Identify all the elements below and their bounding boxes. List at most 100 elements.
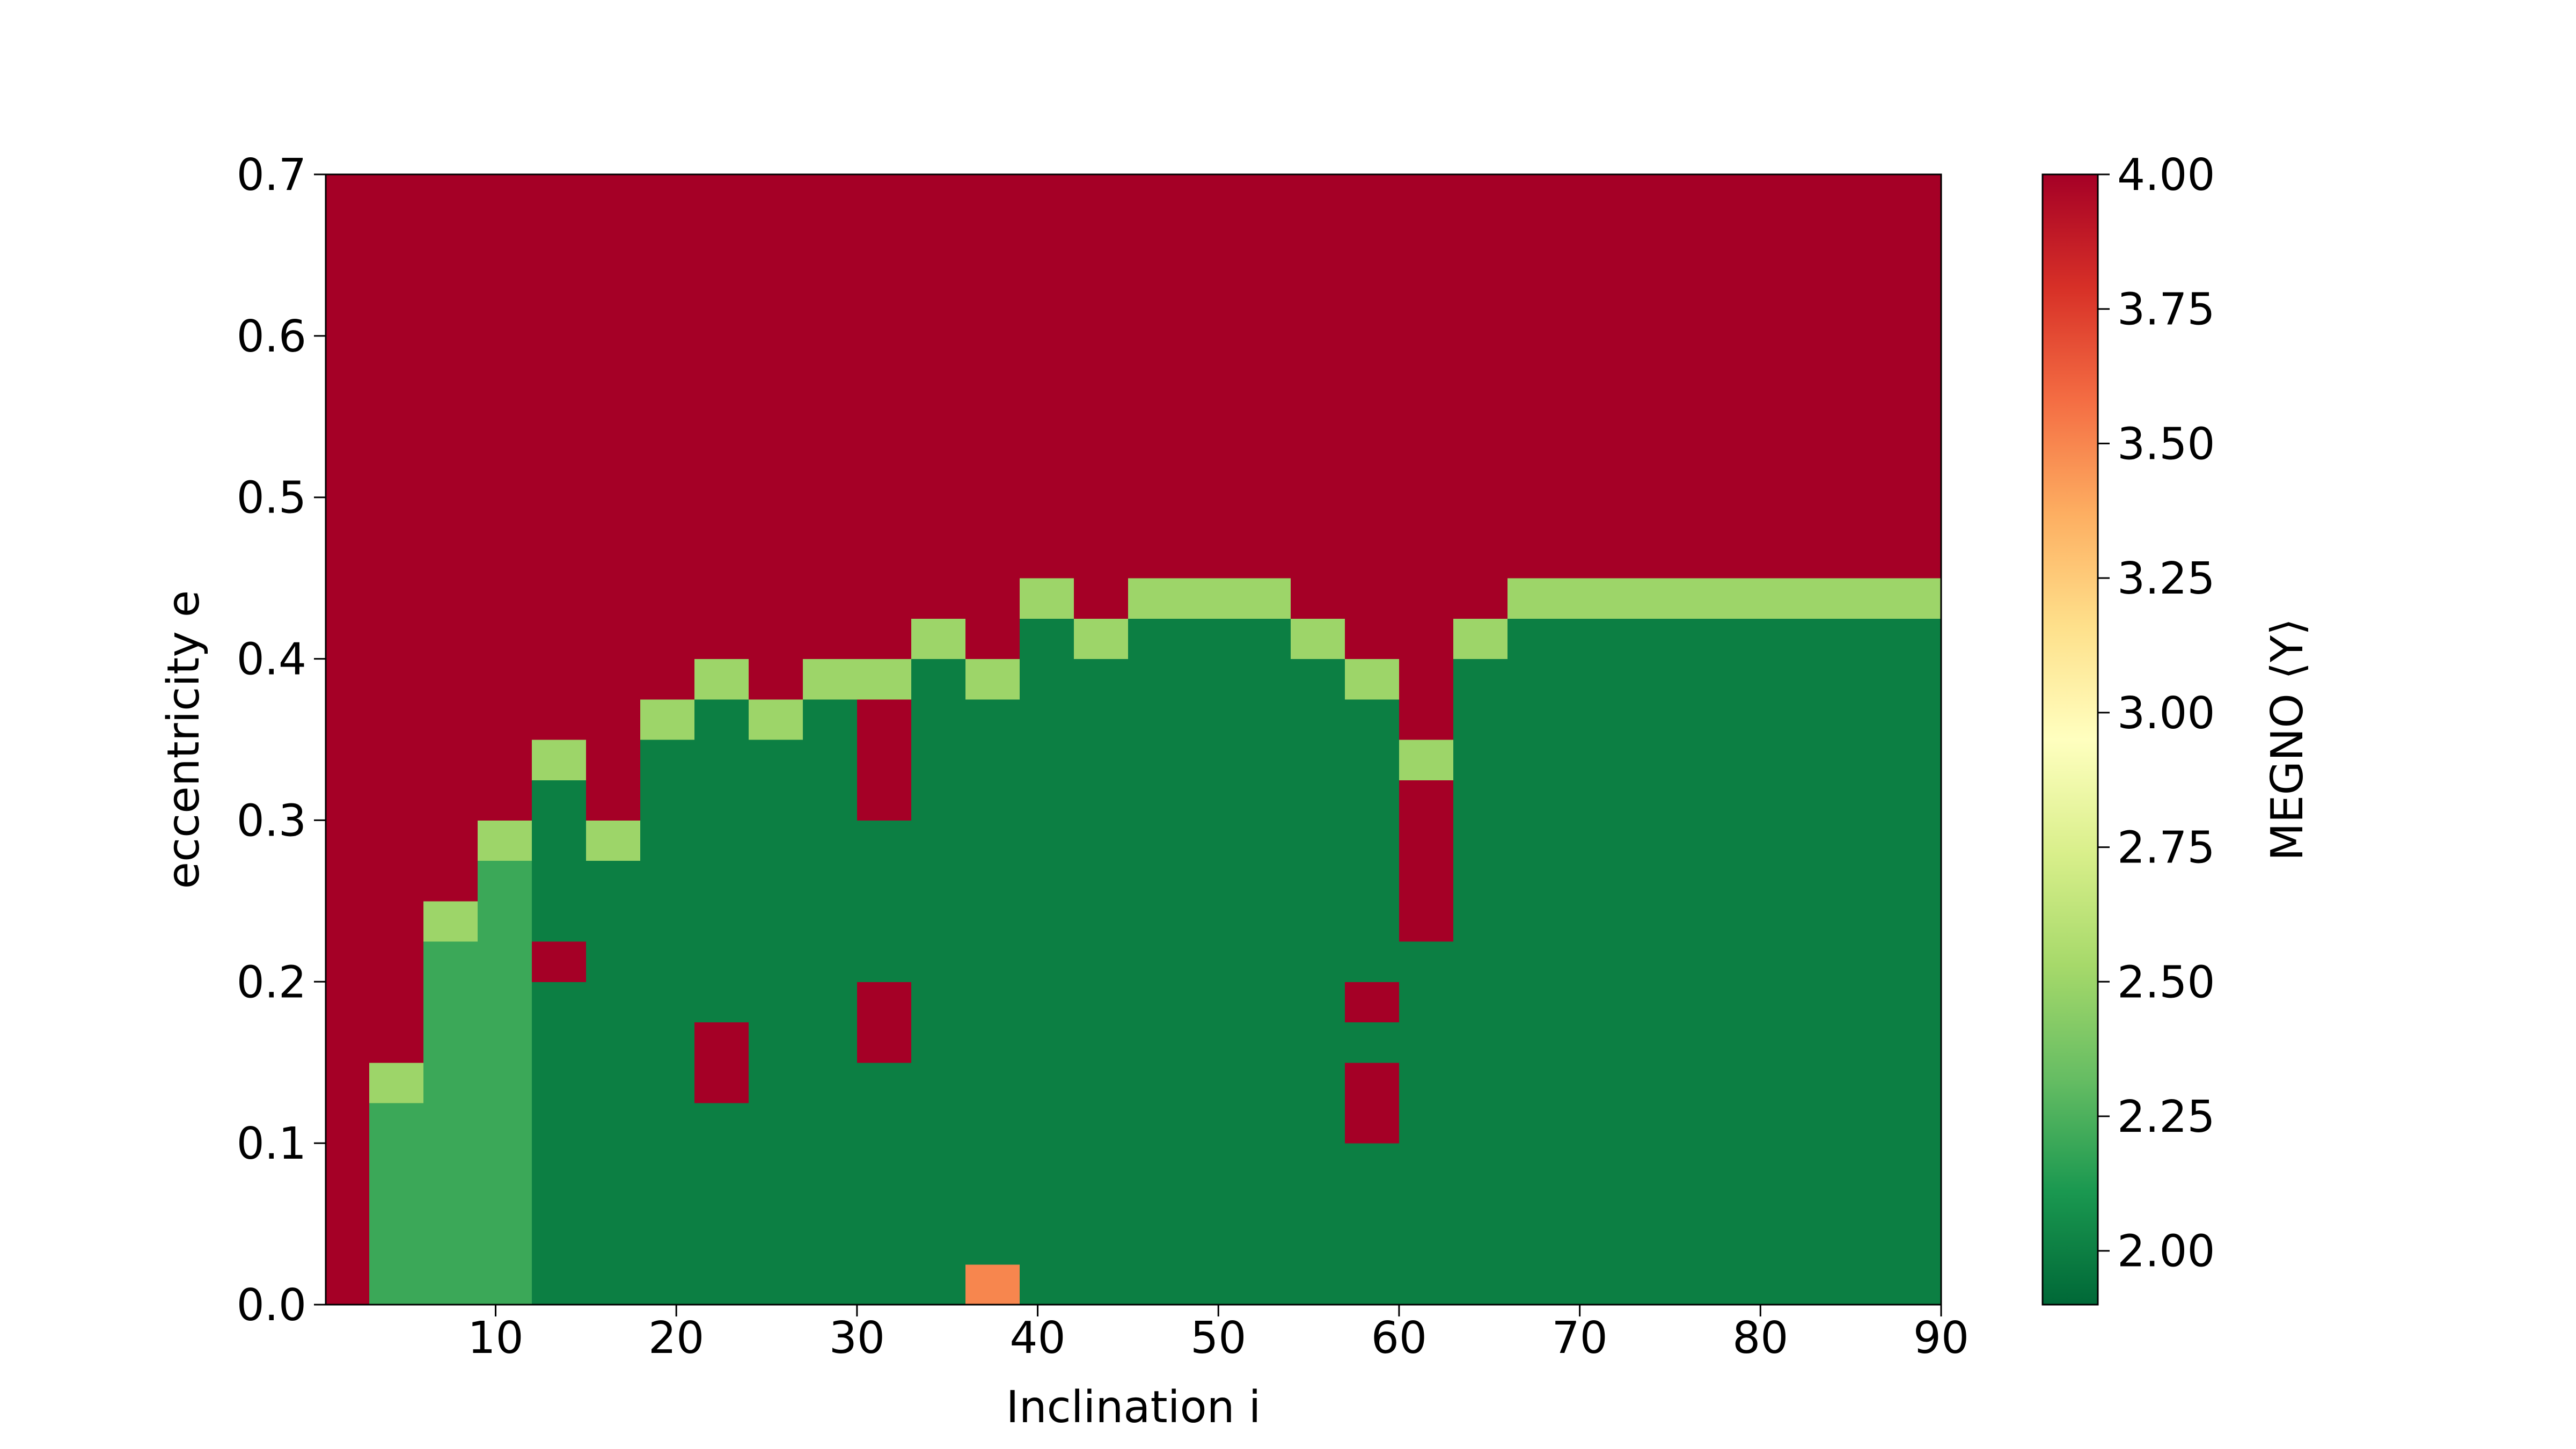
- heatmap-cell: [1290, 1102, 1345, 1144]
- heatmap-cell: [1073, 1183, 1129, 1225]
- heatmap-cell: [423, 215, 478, 256]
- heatmap-cell: [1236, 335, 1291, 377]
- heatmap-cell: [857, 820, 912, 861]
- heatmap-cell: [1670, 295, 1725, 336]
- heatmap-cell: [1073, 1143, 1129, 1184]
- heatmap-cell: [1399, 1102, 1454, 1144]
- heatmap-cell: [1399, 416, 1454, 458]
- heatmap-cell: [1724, 1143, 1779, 1184]
- heatmap-cell: [1290, 295, 1345, 336]
- heatmap-cell: [1453, 740, 1508, 780]
- heatmap-cell: [748, 1183, 803, 1225]
- heatmap-cell: [857, 537, 912, 579]
- heatmap-cell: [748, 1102, 803, 1144]
- heatmap-cell: [1615, 174, 1671, 215]
- heatmap-cell: [911, 740, 966, 780]
- heatmap-cell: [857, 255, 912, 296]
- heatmap-cell: [965, 255, 1020, 296]
- heatmap-cell: [1507, 537, 1562, 579]
- heatmap-cell: [1236, 699, 1291, 740]
- heatmap-cell: [1073, 982, 1129, 1023]
- heatmap-cell: [531, 941, 587, 982]
- heatmap-cell: [1615, 780, 1671, 821]
- heatmap-cell: [802, 1224, 858, 1265]
- heatmap-cell: [965, 699, 1020, 740]
- heatmap-cell: [1290, 578, 1345, 619]
- heatmap-cell: [1670, 215, 1725, 256]
- heatmap-cell: [423, 457, 478, 498]
- heatmap-cell: [531, 1224, 587, 1265]
- heatmap-cell: [1344, 982, 1400, 1023]
- heatmap-cell: [1128, 658, 1183, 700]
- heatmap-cell: [1778, 1224, 1833, 1265]
- heatmap-cell: [1778, 335, 1833, 377]
- heatmap-cell: [1507, 1143, 1562, 1184]
- heatmap-cell: [477, 740, 532, 780]
- heatmap-cell: [911, 699, 966, 740]
- heatmap-cell: [694, 618, 749, 660]
- heatmap-cell: [965, 820, 1020, 861]
- heatmap-cell: [586, 740, 641, 780]
- heatmap-cell: [423, 1102, 478, 1144]
- heatmap-cell: [748, 215, 803, 256]
- heatmap-cell: [965, 174, 1020, 215]
- heatmap-cell: [423, 699, 478, 740]
- heatmap-cell: [1128, 295, 1183, 336]
- heatmap-cell: [802, 578, 858, 619]
- heatmap-cell: [1724, 699, 1779, 740]
- heatmap-cell: [1344, 901, 1400, 942]
- heatmap-cell: [694, 1062, 749, 1103]
- heatmap-cell: [1670, 820, 1725, 861]
- heatmap-cell: [1073, 416, 1129, 458]
- heatmap-cell: [1778, 295, 1833, 336]
- heatmap-cell: [326, 376, 370, 417]
- heatmap-cell: [911, 780, 966, 821]
- heatmap-cell: [1073, 255, 1129, 296]
- heatmap-cell: [1236, 416, 1291, 458]
- heatmap-cell: [1670, 1143, 1725, 1184]
- heatmap-cell: [1073, 658, 1129, 700]
- heatmap-cell: [1236, 1224, 1291, 1265]
- heatmap-cell: [1236, 1183, 1291, 1225]
- heatmap-cell: [640, 780, 695, 821]
- heatmap-cell: [1670, 537, 1725, 579]
- heatmap-cell: [1344, 820, 1400, 861]
- heatmap-cell: [1344, 1183, 1400, 1225]
- heatmap-cell: [1290, 497, 1345, 538]
- heatmap-cell: [857, 295, 912, 336]
- heatmap-cell: [1507, 578, 1562, 619]
- heatmap-cell: [640, 1143, 695, 1184]
- heatmap-cell: [1561, 215, 1616, 256]
- heatmap-cell: [1236, 1022, 1291, 1063]
- heatmap-cell: [369, 820, 424, 861]
- heatmap-cell: [1778, 740, 1833, 780]
- heatmap-cell: [1344, 780, 1400, 821]
- colorbar-tick-label: 2.25: [2117, 1092, 2215, 1143]
- heatmap-cell: [1073, 578, 1129, 619]
- heatmap-cell: [1128, 376, 1183, 417]
- heatmap-cell: [694, 295, 749, 336]
- heatmap-cell: [1182, 295, 1237, 336]
- heatmap-cell: [1290, 215, 1345, 256]
- heatmap-cell: [1670, 982, 1725, 1023]
- heatmap-cell: [1344, 1224, 1400, 1265]
- heatmap-cell: [1778, 578, 1833, 619]
- heatmap-cell: [369, 1224, 424, 1265]
- heatmap-cell: [640, 537, 695, 579]
- heatmap-cell: [1724, 1102, 1779, 1144]
- heatmap-cell: [1453, 658, 1508, 700]
- heatmap-cell: [477, 982, 532, 1023]
- heatmap-cell: [1615, 1183, 1671, 1225]
- heatmap-cell: [1886, 658, 1942, 700]
- heatmap-cell: [326, 941, 370, 982]
- heatmap-cell: [531, 820, 587, 861]
- heatmap-cell: [586, 335, 641, 377]
- heatmap-cell: [1615, 1062, 1671, 1103]
- heatmap-cell: [1290, 618, 1345, 660]
- heatmap-cell: [965, 658, 1020, 700]
- heatmap-cell: [477, 820, 532, 861]
- heatmap-cell: [1561, 376, 1616, 417]
- heatmap-cell: [1399, 1143, 1454, 1184]
- heatmap-cell: [1832, 1102, 1887, 1144]
- heatmap-cell: [1128, 578, 1183, 619]
